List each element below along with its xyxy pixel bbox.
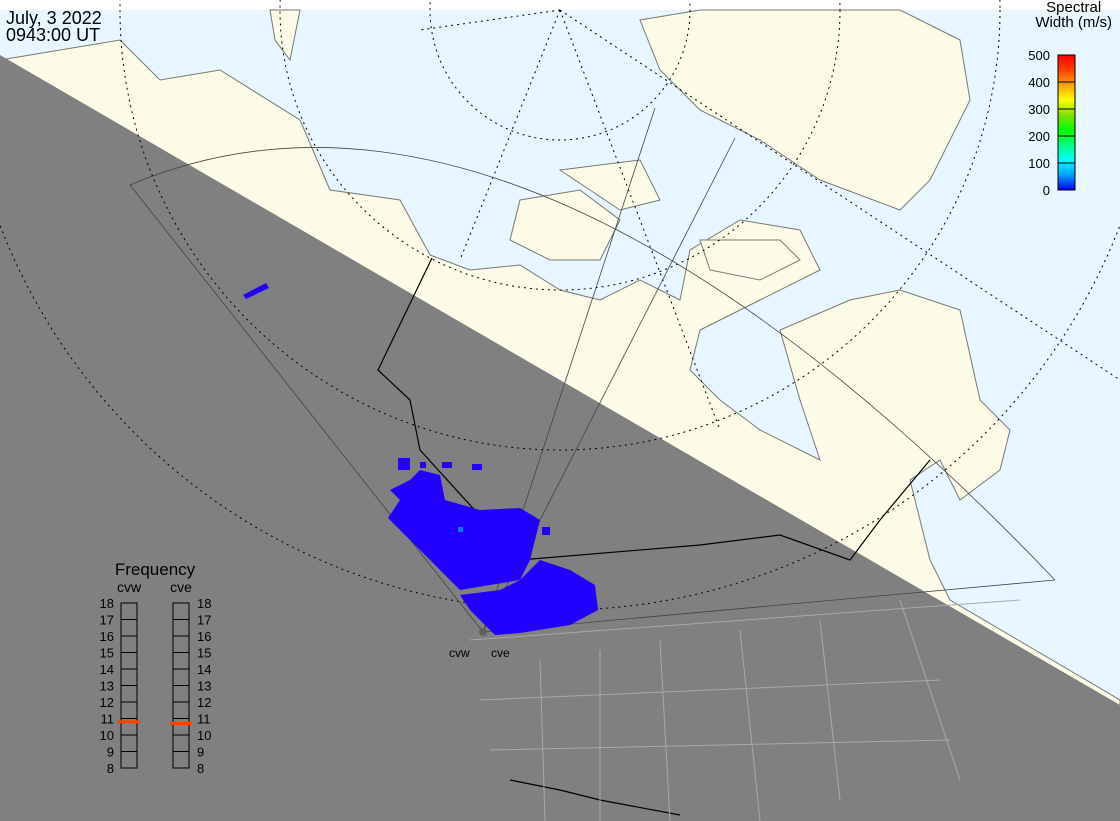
night-region (0, 55, 1120, 821)
frequency-tick-right: 14 (197, 662, 211, 677)
colorbar-tick-label: 0 (1043, 183, 1050, 198)
colorbar-title-line2: Width (m/s) (1035, 14, 1112, 31)
radar-site (479, 628, 487, 636)
colorbar-tick-label: 300 (1028, 102, 1050, 117)
radar-label-cve: cve (491, 646, 510, 660)
frequency-tick-right: 16 (197, 629, 211, 644)
frequency-tick-right: 17 (197, 613, 211, 628)
country-borders (377, 257, 931, 816)
frequency-tick-left: 10 (100, 728, 114, 743)
colorbar-title: Spectral Width (m/s) (1035, 0, 1112, 30)
frequency-tick-right: 12 (197, 695, 211, 710)
frequency-tick-left: 16 (100, 629, 114, 644)
frequency-tick-left: 8 (107, 761, 114, 776)
frequency-title: Frequency (115, 560, 196, 579)
colorbar-tick-label: 200 (1028, 129, 1050, 144)
frequency-radar-label-cve: cve (170, 579, 192, 595)
frequency-radar-label-cvw: cvw (117, 579, 142, 595)
frequency-tick-left: 9 (107, 745, 114, 760)
frequency-tick-left: 17 (100, 613, 114, 628)
frequency-tick-left: 18 (100, 596, 114, 611)
date-label: July, 3 2022 (6, 8, 102, 28)
frequency-tick-right: 18 (197, 596, 211, 611)
frequency-tick-right: 10 (197, 728, 211, 743)
colorbar-scale (1057, 54, 1076, 191)
frequency-tick-right: 9 (197, 745, 204, 760)
frequency-tick-left: 14 (100, 662, 114, 677)
colorbar-tick-label: 400 (1028, 75, 1050, 90)
frequency-tick-left: 13 (100, 679, 114, 694)
frequency-marker-cvw (118, 720, 140, 724)
frequency-tick-left: 11 (101, 712, 115, 727)
colorbar-title-line1: Spectral (1046, 0, 1102, 16)
colorbar-tick-label: 100 (1028, 156, 1050, 171)
colorbar-tick-label: 500 (1028, 48, 1050, 63)
frequency-tick-right: 8 (197, 761, 204, 776)
state-borders (469, 599, 1021, 821)
frequency-tick-right: 13 (197, 679, 211, 694)
frequency-marker-cve (170, 721, 192, 725)
frequency-tick-right: 11 (197, 712, 211, 727)
top-margin (0, 0, 1120, 10)
time-label: 0943:00 UT (6, 25, 101, 45)
radar-echoes (243, 283, 598, 635)
colorbar: 500 400 300 200 100 0 (1028, 48, 1076, 198)
frequency-tick-left: 15 (100, 646, 114, 661)
frequency-tick-right: 15 (197, 646, 211, 661)
radar-fields-of-view (129, 107, 1056, 633)
radar-label-cvw: cvw (449, 646, 470, 660)
frequency-tick-left: 12 (100, 695, 114, 710)
